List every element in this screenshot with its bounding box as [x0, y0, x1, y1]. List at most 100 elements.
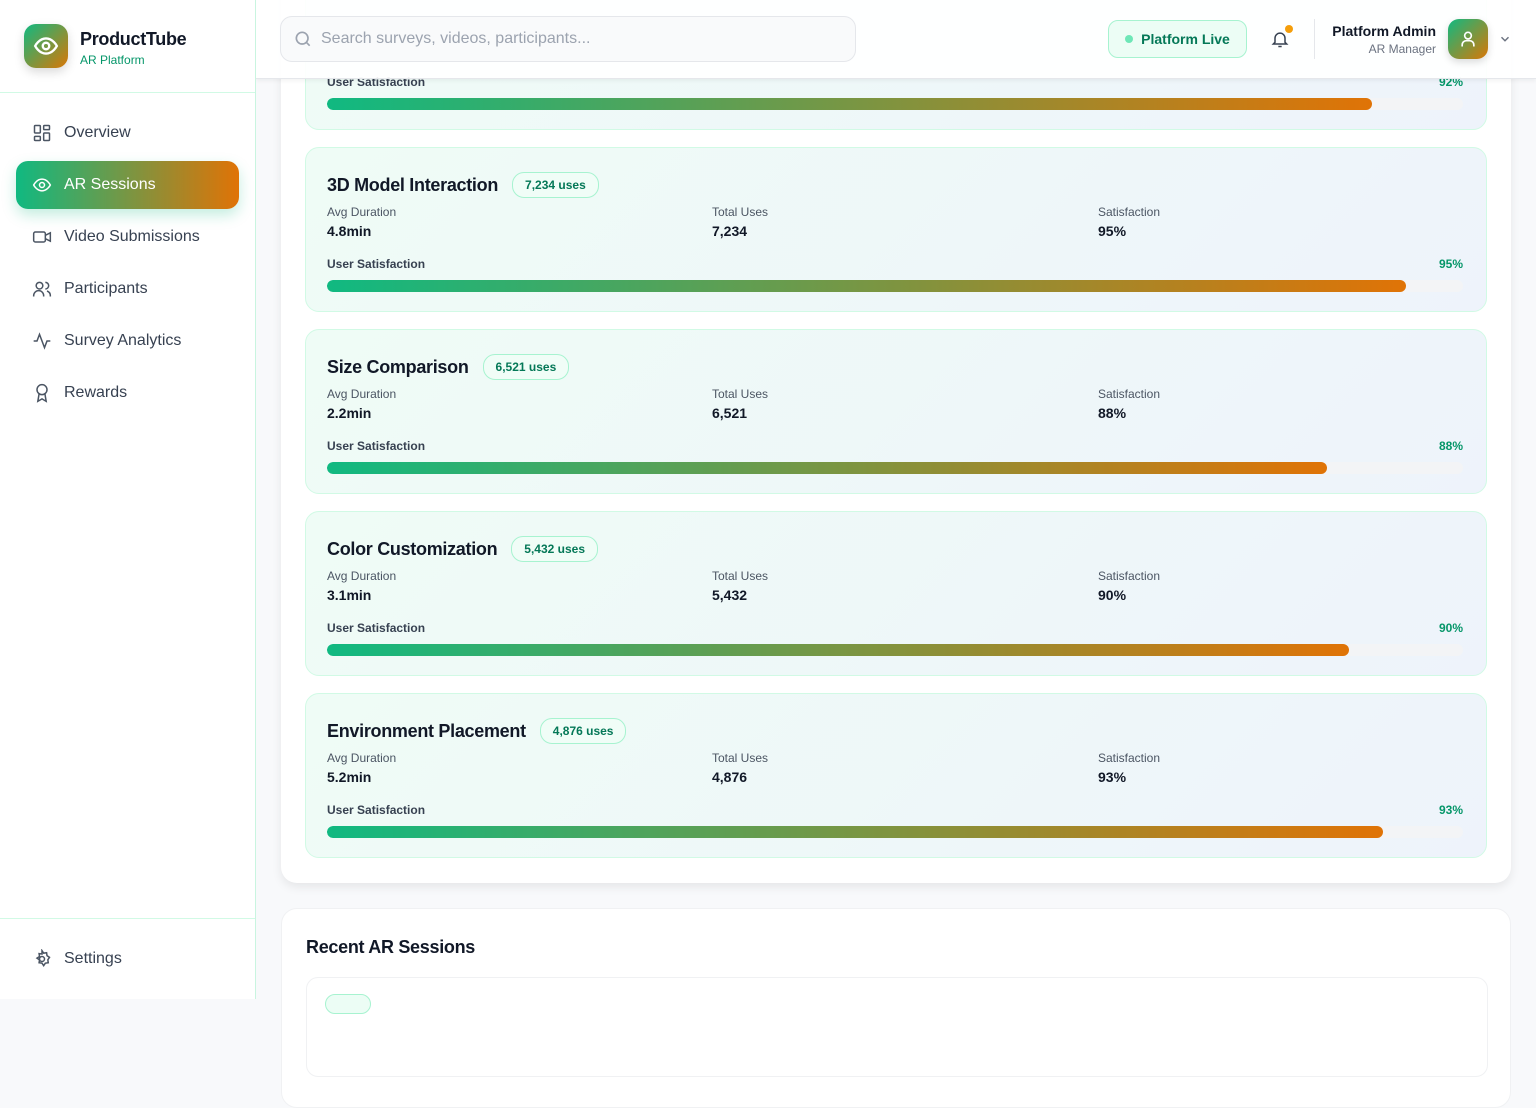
brand-subtitle: AR Platform — [80, 53, 145, 67]
stat-value: 6,521 — [712, 405, 748, 421]
sidebar-item-label: Overview — [64, 124, 131, 141]
satisfaction-progress-bar — [327, 280, 1463, 292]
satisfaction-progress-bar — [327, 98, 1463, 110]
stat-value: 90% — [1098, 587, 1127, 603]
stat-label: Satisfaction — [1098, 205, 1161, 219]
notification-dot — [1285, 25, 1293, 33]
satisfaction-percent: 95% — [1438, 257, 1463, 271]
award-icon — [36, 383, 48, 403]
stat-value: 5.2min — [327, 769, 372, 785]
sidebar: ProductTube AR Platform Overview AR Sessi… — [0, 0, 256, 999]
divider — [0, 92, 255, 93]
search-icon — [295, 31, 311, 47]
stat-value: 4.8min — [327, 223, 372, 239]
divider — [1314, 19, 1315, 59]
sidebar-item-label: Rewards — [64, 384, 128, 401]
status-dot-icon — [1125, 35, 1134, 43]
sidebar-item-label: Survey Analytics — [64, 332, 182, 349]
bell-icon — [1271, 32, 1289, 48]
status-badge — [325, 994, 371, 1014]
feature-title: 3D Model Interaction 7,234 uses — [327, 172, 599, 198]
stat-label: Avg Duration — [327, 751, 397, 765]
platform-status-badge: Platform Live — [1108, 20, 1247, 58]
uses-badge: 6,521 uses — [482, 354, 570, 380]
satisfaction-label: User Satisfaction — [327, 439, 426, 453]
search-bar[interactable] — [280, 16, 856, 62]
stat-avg: Avg Duration 4.8min — [327, 205, 396, 239]
grid-icon — [33, 124, 51, 142]
stat-sat: Satisfaction 95% — [1098, 205, 1160, 239]
sidebar-item-label: Video Submissions — [64, 228, 200, 245]
uses-badge: 4,876 uses — [539, 718, 627, 744]
stat-label: Total Uses — [712, 387, 769, 401]
satisfaction-progress-bar — [327, 826, 1463, 838]
activity-icon — [33, 332, 51, 350]
feature-card: Size Comparison 6,521 uses Avg Duration 2.2… — [305, 329, 1487, 494]
eye-icon — [32, 178, 52, 192]
recent-ar-sessions-panel: Recent AR Sessions — [281, 908, 1511, 1108]
logo-eye-icon — [24, 24, 68, 68]
satisfaction-percent: 88% — [1438, 439, 1463, 453]
stat-value: 95% — [1098, 223, 1127, 239]
sidebar-item-overview[interactable]: Overview — [16, 109, 239, 157]
stat-total: Total Uses 6,521 — [712, 387, 768, 421]
stat-sat: Satisfaction 93% — [1098, 751, 1160, 785]
stat-value: 93% — [1098, 769, 1127, 785]
sidebar-item-settings[interactable]: Settings — [16, 935, 239, 983]
sidebar-item-rewards[interactable]: Rewards — [16, 369, 239, 417]
stat-label: Avg Duration — [327, 205, 397, 219]
stat-sat: Satisfaction 90% — [1098, 569, 1160, 603]
search-input[interactable] — [321, 30, 821, 48]
stat-label: Avg Duration — [327, 387, 397, 401]
progress-fill — [327, 462, 1327, 474]
sidebar-item-survey-analytics[interactable]: Survey Analytics — [16, 317, 239, 365]
sidebar-item-ar-sessions[interactable]: AR Sessions — [16, 161, 239, 209]
stat-value: 88% — [1098, 405, 1127, 421]
sidebar-item-video-submissions[interactable]: Video Submissions — [16, 213, 239, 261]
feature-card: Color Customization 5,432 uses Avg Duratio… — [305, 511, 1487, 676]
brand-name: ProductTube — [80, 29, 187, 49]
stat-sat: Satisfaction 88% — [1098, 387, 1160, 421]
stat-label: Total Uses — [712, 751, 769, 765]
chevron-down-icon[interactable] — [1498, 32, 1512, 46]
satisfaction-percent: 93% — [1438, 803, 1463, 817]
top-header: Platform Live Platform Admin AR Manager — [256, 0, 1536, 79]
feature-name: Environment Placement — [327, 721, 526, 741]
stat-value: 4,876 — [712, 769, 748, 785]
sidebar-item-participants[interactable]: Participants — [16, 265, 239, 313]
users-icon — [32, 281, 52, 297]
progress-fill — [327, 826, 1384, 838]
satisfaction-percent: 90% — [1438, 621, 1463, 635]
stat-value: 5,432 — [712, 587, 748, 603]
progress-fill — [327, 644, 1350, 656]
video-icon — [32, 231, 52, 243]
feature-name: 3D Model Interaction — [327, 175, 499, 195]
avatar[interactable] — [1448, 19, 1488, 59]
user-role: AR Manager — [1368, 42, 1436, 56]
stat-label: Total Uses — [712, 205, 769, 219]
satisfaction-progress-bar — [327, 644, 1463, 656]
session-row[interactable] — [306, 977, 1488, 1077]
sidebar-item-label: Settings — [64, 950, 122, 967]
progress-fill — [327, 98, 1373, 110]
stat-value: 2.2min — [327, 405, 372, 421]
feature-name: Size Comparison — [327, 357, 469, 377]
stat-label: Satisfaction — [1098, 569, 1161, 583]
user-name: Platform Admin — [1332, 23, 1436, 39]
satisfaction-label: User Satisfaction — [327, 257, 426, 271]
progress-fill — [327, 280, 1407, 292]
notifications-button[interactable] — [1270, 25, 1293, 55]
stat-total: Total Uses 5,432 — [712, 569, 768, 603]
feature-card: 3D Model Interaction 7,234 uses Avg Durati… — [305, 147, 1487, 312]
divider — [0, 918, 255, 919]
stat-avg: Avg Duration 3.1min — [327, 569, 396, 603]
feature-name: Color Customization — [327, 539, 498, 559]
satisfaction-label: User Satisfaction — [327, 803, 426, 817]
feature-card: Environment Placement 4,876 uses Avg Durat… — [305, 693, 1487, 858]
user-icon — [1461, 31, 1475, 47]
sidebar-item-label: Participants — [64, 280, 148, 297]
gear-icon — [35, 949, 51, 968]
stat-avg: Avg Duration 5.2min — [327, 751, 396, 785]
stat-label: Avg Duration — [327, 569, 397, 583]
sidebar-item-label: AR Sessions — [64, 176, 156, 193]
